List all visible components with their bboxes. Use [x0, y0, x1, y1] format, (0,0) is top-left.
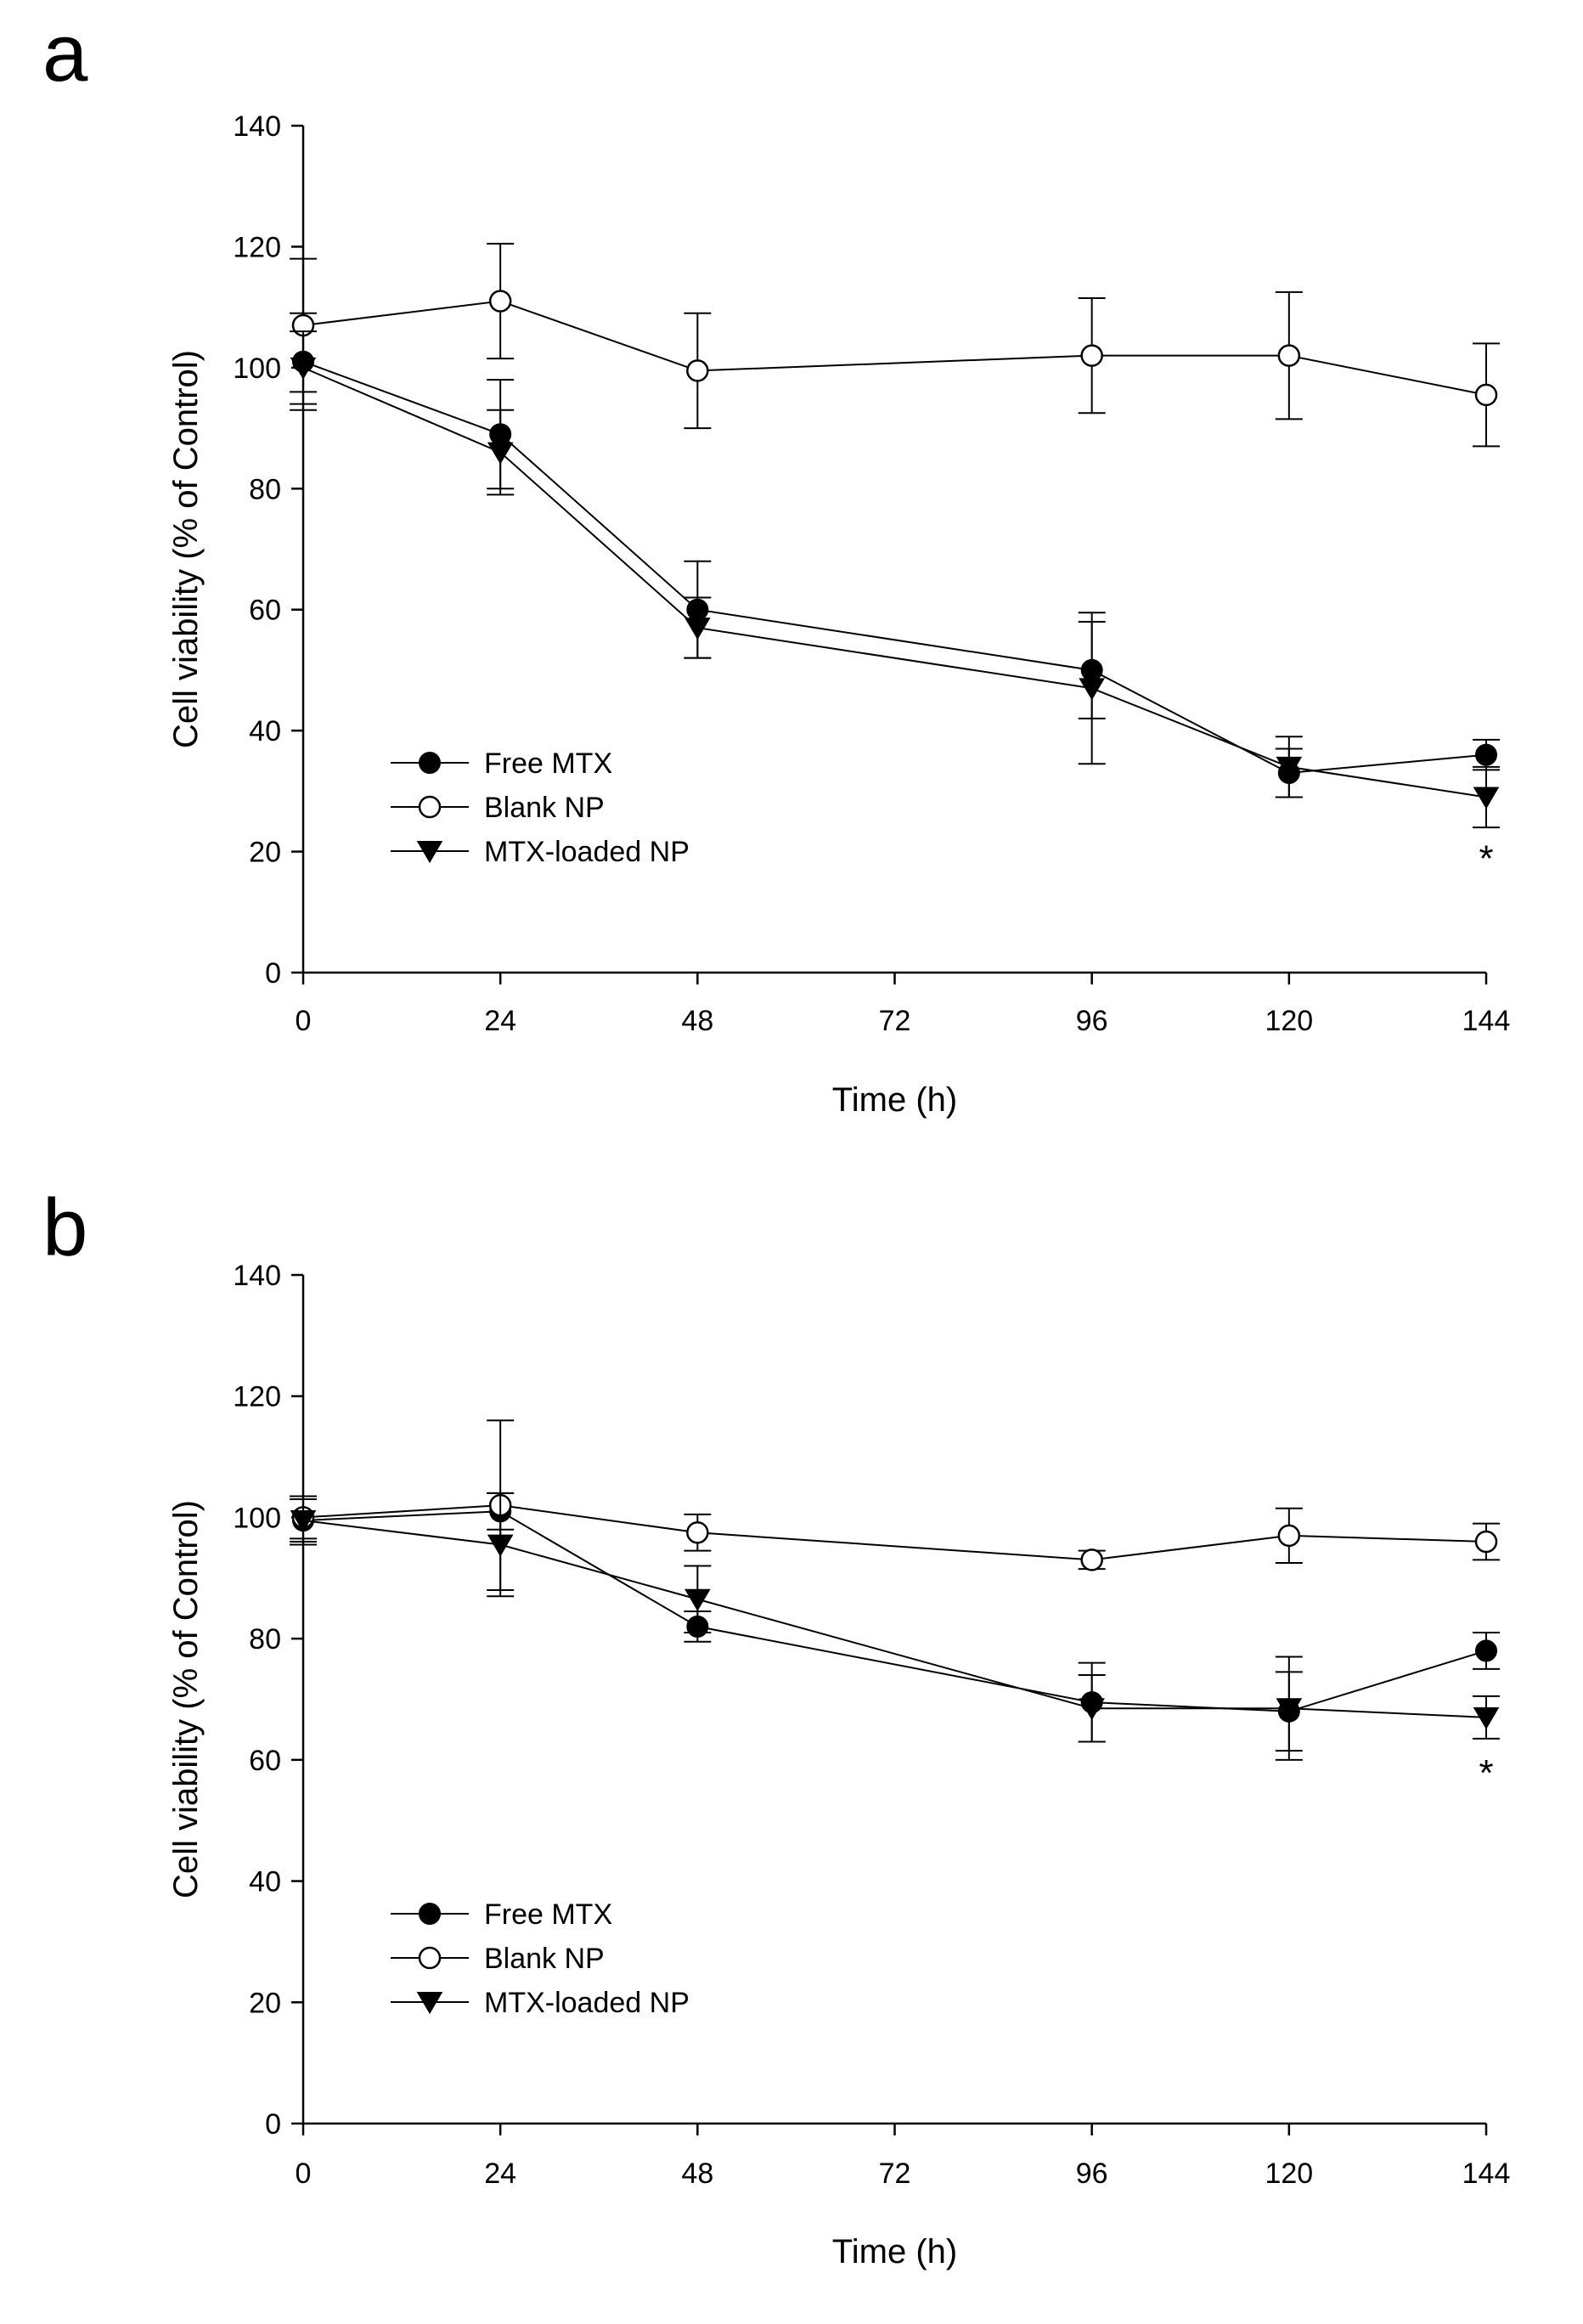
data-point	[684, 1588, 711, 1611]
x-tick-label: 96	[1076, 1005, 1108, 1037]
y-tick-label: 60	[249, 1745, 281, 1777]
series-mtx-loaded-np	[290, 330, 1500, 829]
data-point	[1474, 383, 1498, 407]
y-tick-label: 40	[249, 1866, 281, 1898]
legend: Free MTX Blank NP MTX-loaded NP	[391, 1898, 690, 2019]
data-point	[1473, 1706, 1500, 1729]
x-tick-label: 96	[1076, 2158, 1108, 2190]
y-tick-label: 60	[249, 595, 281, 627]
panel-letter: a	[42, 8, 88, 99]
y-tick-label: 0	[265, 2108, 281, 2141]
x-tick-label: 48	[681, 2158, 713, 2190]
x-tick-label: 48	[681, 1005, 713, 1037]
series-line	[302, 300, 1487, 396]
data-point	[1276, 756, 1303, 779]
y-tick-label: 40	[249, 715, 281, 747]
legend-marker	[416, 841, 443, 864]
y-tick-label: 20	[249, 1987, 281, 2019]
legend-label: MTX-loaded NP	[484, 836, 690, 868]
data-point	[686, 359, 709, 382]
legend-marker	[416, 1992, 443, 2015]
legend-label: Free MTX	[484, 1898, 612, 1931]
x-tick-label: 24	[484, 2158, 516, 2190]
data-point	[684, 618, 711, 640]
x-tick-label: 144	[1462, 2158, 1511, 2190]
x-tick-label: 24	[484, 1005, 516, 1037]
panel-letter: b	[42, 1182, 87, 1273]
y-tick-label: 120	[233, 231, 281, 263]
y-axis-title: Cell viability (% of Control)	[167, 1500, 205, 1898]
data-point	[1277, 344, 1301, 367]
significance-annotation: *	[1479, 838, 1493, 880]
data-point	[1277, 1524, 1301, 1548]
x-tick-label: 0	[296, 2158, 312, 2190]
x-tick-label: 72	[879, 1005, 911, 1037]
data-point	[1079, 1698, 1105, 1721]
data-point	[290, 357, 317, 380]
data-point	[1473, 787, 1500, 809]
y-tick-label: 100	[233, 1502, 281, 1534]
data-point	[1475, 743, 1497, 766]
y-tick-label: 80	[249, 473, 281, 505]
legend-marker	[418, 1946, 442, 1970]
y-tick-label: 140	[233, 1260, 281, 1292]
panel-b: b 0 20 40 60 80 100 120 140 0 24 48 72 96 120 144 Time (…	[42, 1182, 1510, 2270]
data-point	[1475, 1639, 1497, 1662]
significance-annotation: *	[1479, 1752, 1493, 1794]
data-point	[487, 442, 514, 465]
data-point	[487, 1534, 514, 1557]
y-tick-label: 80	[249, 1623, 281, 1656]
data-point	[290, 1510, 317, 1533]
data-point	[1080, 344, 1103, 367]
legend-marker	[419, 1903, 441, 1925]
series-line	[302, 360, 1487, 775]
legend-marker	[419, 752, 441, 774]
series-line	[302, 1510, 1487, 1712]
series-line	[302, 1520, 1487, 1718]
x-tick-label: 0	[296, 1005, 312, 1037]
series-line	[302, 366, 1487, 798]
series-line	[302, 1504, 1487, 1561]
legend-label: MTX-loaded NP	[484, 1987, 690, 2019]
y-tick-label: 20	[249, 837, 281, 869]
y-tick-label: 140	[233, 110, 281, 143]
x-axis-title: Time (h)	[832, 1081, 957, 1119]
x-axis-title: Time (h)	[832, 2233, 957, 2270]
y-tick-label: 0	[265, 957, 281, 990]
data-point	[1080, 1548, 1103, 1571]
data-point	[1276, 1698, 1303, 1721]
data-point	[1079, 678, 1105, 701]
legend-label: Blank NP	[484, 1943, 605, 1975]
x-tick-label: 144	[1462, 1005, 1511, 1037]
x-tick-label: 120	[1265, 2158, 1313, 2190]
panel-a: a 0 20 40 60 80 100 120 140 0 24 48 72 96 120 144 Time (…	[42, 8, 1510, 1119]
x-tick-label: 120	[1265, 1005, 1313, 1037]
legend-marker	[418, 795, 442, 819]
y-axis-title: Cell viability (% of Control)	[167, 350, 205, 748]
legend-label: Free MTX	[484, 747, 612, 780]
legend: Free MTX Blank NP MTX-loaded NP	[391, 747, 690, 868]
data-point	[686, 1521, 709, 1544]
series-blank-np	[290, 242, 1500, 448]
y-tick-label: 100	[233, 353, 281, 385]
y-tick-label: 120	[233, 1381, 281, 1413]
data-point	[488, 290, 512, 313]
series-mtx-loaded-np	[290, 1492, 1500, 1761]
legend-label: Blank NP	[484, 792, 605, 824]
data-point	[1474, 1530, 1498, 1554]
x-tick-label: 72	[879, 2158, 911, 2190]
